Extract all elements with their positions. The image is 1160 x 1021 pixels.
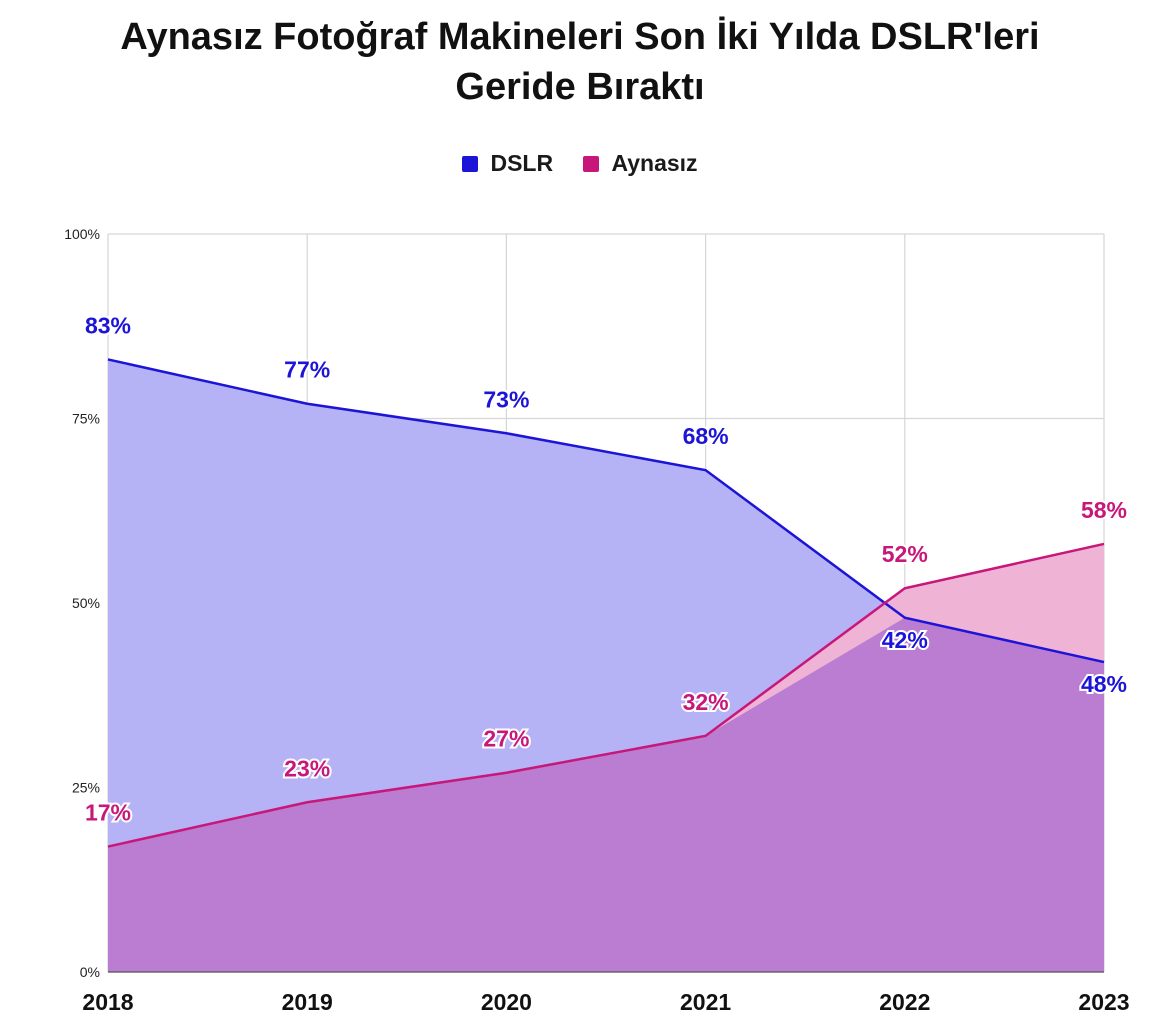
x-tick-label: 2023 bbox=[1078, 989, 1129, 1015]
x-tick-label: 2022 bbox=[879, 989, 930, 1015]
legend-label-dslr: DSLR bbox=[490, 150, 554, 176]
data-label-aynasiz: 17% bbox=[85, 800, 131, 826]
y-tick-label: 75% bbox=[72, 411, 100, 427]
legend-item-dslr: DSLR bbox=[462, 150, 553, 177]
y-tick-label: 50% bbox=[72, 595, 100, 611]
x-tick-label: 2018 bbox=[82, 989, 133, 1015]
chart-title-line-2: Geride Bıraktı bbox=[455, 66, 705, 108]
data-label-dslr: 48% bbox=[1081, 671, 1127, 697]
x-tick-label: 2020 bbox=[481, 989, 532, 1015]
line-aynasiz bbox=[107, 542, 1105, 848]
data-label-aynasiz: 23% bbox=[284, 755, 330, 781]
y-tick-label: 25% bbox=[72, 780, 100, 796]
data-label-dslr: 83% bbox=[85, 312, 131, 338]
data-label-aynasiz: 32% bbox=[683, 689, 729, 715]
y-tick-label: 0% bbox=[80, 964, 100, 980]
data-label-aynasiz: 58% bbox=[1081, 497, 1127, 523]
chart-legend: DSLR Aynasız bbox=[0, 150, 1160, 178]
x-tick-label: 2021 bbox=[680, 989, 731, 1015]
data-label-aynasiz: 52% bbox=[882, 541, 928, 567]
legend-swatch-aynasiz bbox=[583, 155, 600, 172]
legend-swatch-dslr bbox=[462, 155, 479, 172]
legend-item-aynasiz: Aynasız bbox=[583, 150, 698, 177]
legend-label-aynasiz: Aynasız bbox=[611, 150, 698, 176]
data-label-dslr: 68% bbox=[683, 423, 729, 449]
data-label-dslr: 73% bbox=[483, 386, 529, 412]
y-tick-label: 100% bbox=[64, 226, 100, 242]
area-overlap bbox=[108, 617, 1104, 972]
chart-title: Aynasız Fotoğraf Makineleri Son İki Yıld… bbox=[0, 12, 1160, 112]
data-label-dslr: 42% bbox=[882, 627, 928, 653]
chart-title-line-1: Aynasız Fotoğraf Makineleri Son İki Yıld… bbox=[120, 16, 1040, 58]
data-label-dslr: 77% bbox=[284, 357, 330, 383]
x-tick-label: 2019 bbox=[282, 989, 333, 1015]
data-label-aynasiz: 27% bbox=[483, 726, 529, 752]
line-dslr bbox=[107, 358, 1105, 664]
